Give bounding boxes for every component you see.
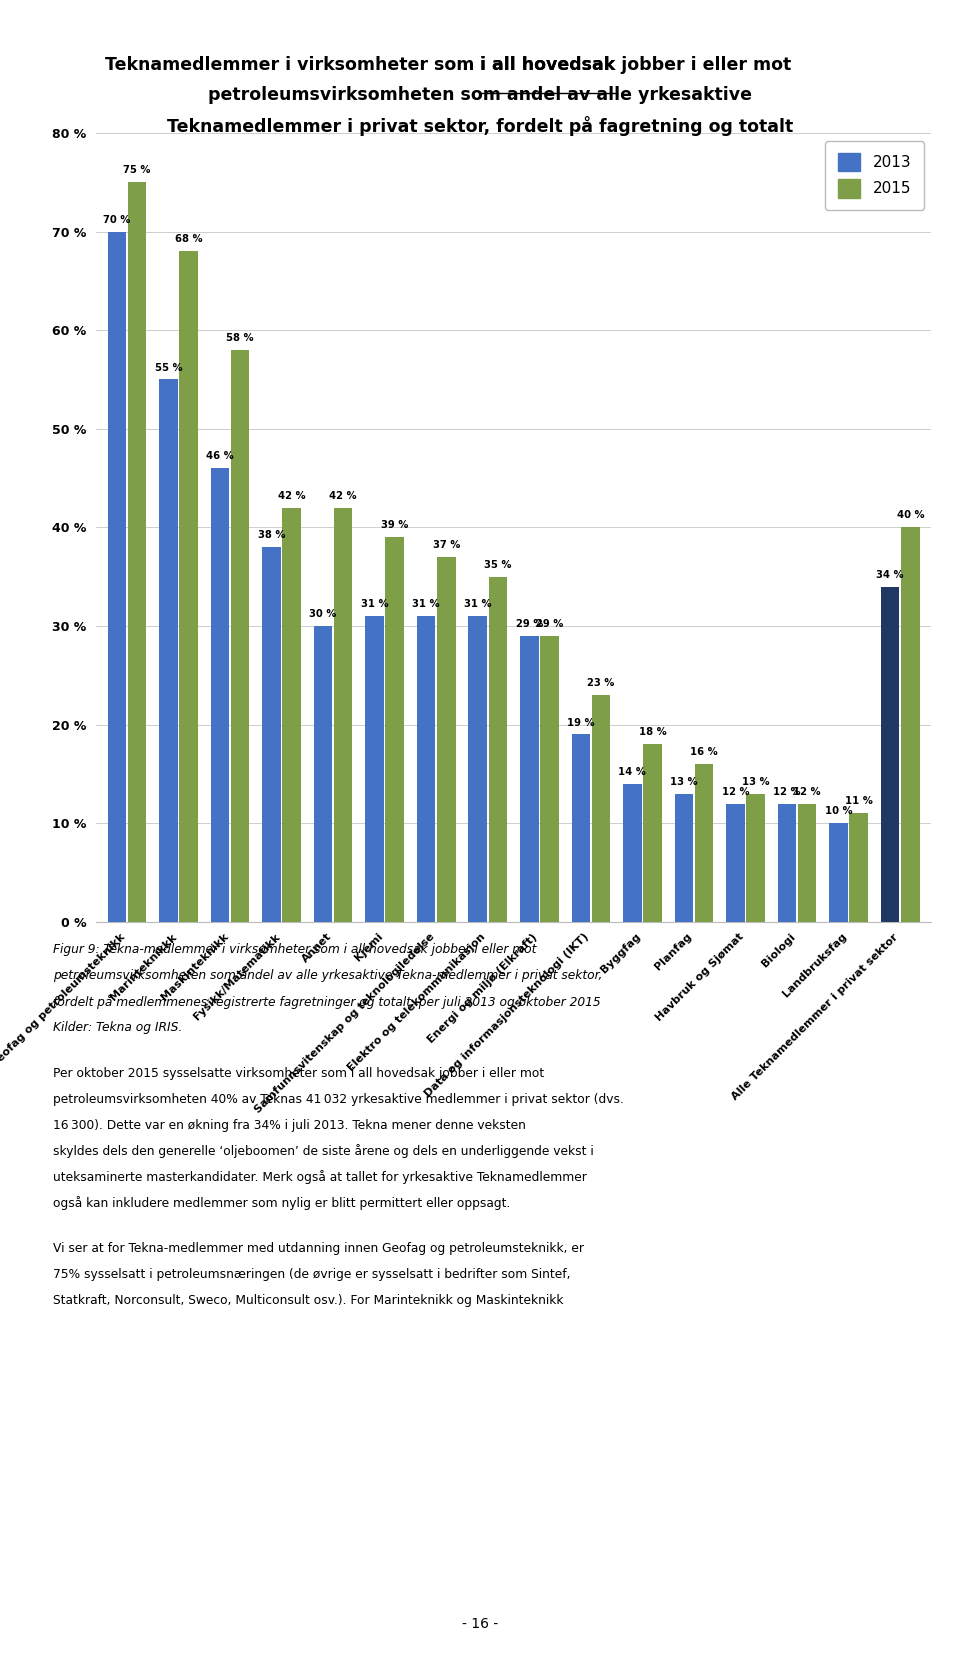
Text: 46 %: 46 % — [206, 452, 234, 462]
Bar — [314, 626, 332, 922]
Text: 31 %: 31 % — [413, 600, 440, 610]
Text: i all hovedsak jobber i eller mot: i all hovedsak jobber i eller mot — [480, 56, 791, 75]
Bar — [540, 636, 559, 922]
Text: også kan inkludere medlemmer som nylig er blitt permittert eller oppsagt.: også kan inkludere medlemmer som nylig e… — [53, 1196, 510, 1209]
Text: - 16 -: - 16 - — [462, 1618, 498, 1631]
Text: Teknamedlemmer i privat sektor, fordelt på fagretning og totalt: Teknamedlemmer i privat sektor, fordelt … — [167, 116, 793, 136]
Bar — [334, 508, 352, 922]
Bar — [901, 528, 920, 922]
Bar — [282, 508, 300, 922]
Text: i all hovedsak: i all hovedsak — [480, 56, 615, 75]
Bar — [366, 616, 384, 922]
Legend: 2013, 2015: 2013, 2015 — [826, 141, 924, 209]
Text: Per oktober 2015 sysselsatte virksomheter som i all hovedsak jobber i eller mot: Per oktober 2015 sysselsatte virksomhete… — [53, 1066, 544, 1080]
Text: 12 %: 12 % — [793, 787, 821, 797]
Text: 38 %: 38 % — [258, 530, 285, 540]
Bar — [778, 804, 797, 922]
Text: 75% sysselsatt i petroleumsnæringen (de øvrige er sysselsatt i bedrifter som Sin: 75% sysselsatt i petroleumsnæringen (de … — [53, 1267, 570, 1281]
Text: 70 %: 70 % — [103, 214, 131, 224]
Bar — [159, 379, 178, 922]
Text: 55 %: 55 % — [155, 362, 182, 372]
Text: 14 %: 14 % — [618, 767, 646, 777]
Bar — [230, 350, 250, 922]
Text: fordelt på medlemmenes registrerte fagretninger og totalt, per juli 2013 og okto: fordelt på medlemmenes registrerte fagre… — [53, 995, 600, 1008]
Bar — [798, 804, 817, 922]
Text: 23 %: 23 % — [588, 678, 614, 688]
Bar — [695, 764, 713, 922]
Bar — [386, 537, 404, 922]
Bar — [468, 616, 487, 922]
Text: 13 %: 13 % — [670, 777, 698, 787]
Bar — [643, 744, 661, 922]
Text: Kilder: Tekna og IRIS.: Kilder: Tekna og IRIS. — [53, 1020, 182, 1033]
Bar — [180, 251, 198, 922]
Text: 31 %: 31 % — [361, 600, 389, 610]
Bar — [881, 586, 900, 922]
Bar — [417, 616, 436, 922]
Text: 42 %: 42 % — [277, 490, 305, 500]
Text: 16 300). Dette var en økning fra 34% i juli 2013. Tekna mener denne veksten: 16 300). Dette var en økning fra 34% i j… — [53, 1118, 526, 1131]
Bar — [128, 183, 146, 922]
Text: 29 %: 29 % — [536, 620, 564, 630]
Bar — [746, 794, 765, 922]
Bar — [489, 576, 507, 922]
Text: 13 %: 13 % — [742, 777, 770, 787]
Text: 40 %: 40 % — [897, 510, 924, 520]
Text: 37 %: 37 % — [433, 540, 460, 550]
Text: 58 %: 58 % — [227, 332, 253, 342]
Text: 30 %: 30 % — [309, 610, 337, 620]
Text: 12 %: 12 % — [722, 787, 750, 797]
Bar — [571, 734, 590, 922]
Text: petroleumsvirksomheten som andel av alle yrkesaktive Tekna-medlemmer i privat se: petroleumsvirksomheten som andel av alle… — [53, 970, 602, 982]
Text: petroleumsvirksomheten som andel av alle yrkesaktive: petroleumsvirksomheten som andel av alle… — [208, 86, 752, 105]
Text: Vi ser at for Tekna-medlemmer med utdanning innen Geofag og petroleumsteknikk, e: Vi ser at for Tekna-medlemmer med utdann… — [53, 1242, 584, 1256]
Bar — [591, 694, 611, 922]
Bar — [623, 784, 641, 922]
Text: uteksaminerte masterkandidater. Merk også at tallet for yrkesaktive Teknamedlemm: uteksaminerte masterkandidater. Merk ogs… — [53, 1169, 587, 1184]
Bar — [850, 814, 868, 922]
Bar — [675, 794, 693, 922]
Bar — [437, 556, 456, 922]
Text: 19 %: 19 % — [567, 718, 594, 728]
Bar — [829, 824, 848, 922]
Text: 18 %: 18 % — [638, 728, 666, 737]
Bar — [727, 804, 745, 922]
Text: 34 %: 34 % — [876, 570, 904, 580]
Text: 42 %: 42 % — [329, 490, 357, 500]
Text: 75 %: 75 % — [123, 166, 151, 176]
Text: 16 %: 16 % — [690, 747, 718, 757]
Text: 35 %: 35 % — [484, 560, 512, 570]
Text: 39 %: 39 % — [381, 520, 408, 530]
Bar — [520, 636, 539, 922]
Text: skyldes dels den generelle ‘oljeboomen’ de siste årene og dels en underliggende : skyldes dels den generelle ‘oljeboomen’ … — [53, 1144, 593, 1158]
Text: 31 %: 31 % — [464, 600, 492, 610]
Text: 11 %: 11 % — [845, 797, 873, 807]
Bar — [108, 231, 126, 922]
Bar — [210, 468, 229, 922]
Bar — [262, 546, 281, 922]
Text: Teknamedlemmer i virksomheter som: Teknamedlemmer i virksomheter som — [105, 56, 480, 75]
Text: 10 %: 10 % — [825, 806, 852, 816]
Text: 68 %: 68 % — [175, 234, 203, 244]
Text: 29 %: 29 % — [516, 620, 543, 630]
Text: petroleumsvirksomheten 40% av Teknas 41 032 yrkesaktive medlemmer i privat sekto: petroleumsvirksomheten 40% av Teknas 41 … — [53, 1093, 624, 1106]
Text: Figur 9: Tekna-medlemmer i virksomheter som i all hovedsak jobber i eller mot: Figur 9: Tekna-medlemmer i virksomheter … — [53, 943, 537, 957]
Text: 12 %: 12 % — [774, 787, 801, 797]
Text: Statkraft, Norconsult, Sweco, Multiconsult osv.). For Marinteknikk og Maskintekn: Statkraft, Norconsult, Sweco, Multiconsu… — [53, 1294, 564, 1307]
